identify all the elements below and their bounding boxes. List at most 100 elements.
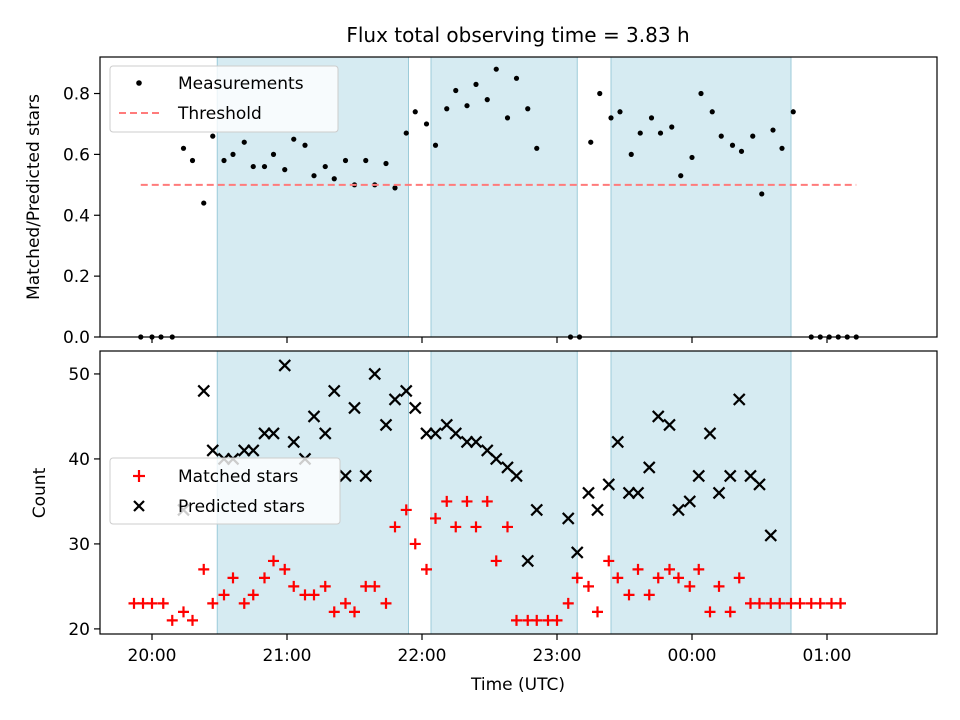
measurements-point: [729, 142, 736, 148]
measurements-point: [453, 87, 459, 94]
measurements-point: [770, 127, 776, 133]
matched-stars-point: [308, 589, 320, 601]
predicted-stars-point: [469, 435, 483, 449]
matched-stars-point: [502, 521, 513, 533]
measurements-point: [464, 103, 470, 109]
predicted-stars-point: [692, 469, 706, 483]
matched-stars-point: [835, 597, 846, 609]
x-tick-label: 20:00: [128, 646, 177, 666]
predicted-stars-point: [723, 469, 737, 483]
predicted-stars-point: [642, 461, 656, 474]
matched-stars-point: [268, 555, 279, 567]
matched-stars-point: [178, 606, 189, 618]
predicted-stars-point: [570, 546, 584, 559]
matched-stars-point: [643, 589, 655, 601]
count-series: [128, 359, 846, 626]
predicted-stars-point: [489, 452, 503, 466]
matched-stars-point: [461, 495, 473, 507]
measurements-point: [504, 115, 511, 121]
measurements-point: [669, 124, 675, 130]
predicted-stars-point: [420, 427, 433, 440]
measurements-point: [403, 130, 409, 136]
measurements-point: [484, 97, 490, 103]
matched-stars-point: [157, 597, 169, 609]
measurements-point: [261, 163, 268, 170]
predicted-stars-point: [388, 393, 402, 406]
matched-stars-point: [623, 589, 635, 601]
y-tick-label: 0.8: [63, 85, 90, 105]
measurements-point: [698, 90, 704, 97]
x-tick-label: 21:00: [263, 646, 312, 666]
matched-stars-point: [733, 572, 745, 584]
matched-stars-point: [754, 597, 765, 609]
predicted-stars-point: [359, 469, 373, 483]
predicted-stars-point: [622, 486, 636, 500]
predicted-stars-point: [307, 410, 321, 423]
predicted-stars-point: [318, 427, 332, 440]
matched-stars-point: [238, 597, 250, 609]
measurements-point: [678, 173, 684, 179]
matched-stars-point: [187, 614, 198, 626]
legend-label-matched: Matched stars: [178, 467, 298, 487]
measurements-point: [412, 109, 418, 115]
predicted-stars-point: [703, 427, 717, 440]
matched-stars-point: [571, 572, 583, 584]
matched-stars-point: [227, 572, 239, 584]
predicted-stars-point: [732, 393, 746, 406]
x-tick-label: 22:00: [398, 646, 447, 666]
matched-stars-point: [288, 580, 300, 592]
y-tick-label: 0.4: [63, 206, 90, 226]
predicted-stars-point: [561, 512, 575, 525]
measurements-point: [432, 142, 439, 148]
measurements-point: [322, 163, 328, 170]
matched-stars-point: [421, 563, 432, 575]
y-tick-label: 40: [68, 450, 90, 470]
matched-stars-point: [704, 606, 716, 618]
matched-stars-point: [592, 606, 603, 618]
y-tick-label: 20: [68, 620, 90, 640]
matched-stars-point: [328, 606, 340, 618]
predicted-stars-point: [672, 503, 685, 517]
predicted-stars-point: [611, 435, 625, 449]
y-tick-label: 0.0: [63, 328, 90, 348]
measurements-point: [291, 136, 297, 142]
measurements-point: [738, 148, 745, 154]
measurements-point: [282, 167, 288, 173]
matched-stars-point: [319, 580, 331, 592]
x-axis-label: Time (UTC): [470, 675, 565, 695]
measurements-point: [444, 106, 450, 112]
matched-stars-point: [198, 563, 210, 575]
matched-stars-point: [218, 589, 230, 601]
measurements-point: [311, 173, 317, 179]
measurements-point: [597, 90, 603, 97]
measurements-point: [392, 185, 398, 191]
measurements-point: [493, 66, 499, 72]
predicted-stars-point: [206, 444, 220, 457]
matched-stars-point: [369, 580, 381, 592]
ratio-panel: 0.00.20.40.60.8 Matched/Predicted stars …: [24, 56, 938, 348]
predicted-stars-point: [460, 435, 474, 449]
measurements-point: [628, 151, 634, 157]
predicted-stars-point: [429, 427, 442, 440]
measurements-point: [588, 139, 594, 145]
predicted-stars-point: [521, 554, 535, 568]
observing-window-2: [430, 56, 578, 338]
measurements-point: [689, 154, 695, 161]
matched-stars-point: [724, 606, 736, 618]
legend-label-threshold: Threshold: [177, 104, 262, 124]
predicted-stars-point: [287, 435, 301, 449]
measurements-point: [363, 157, 369, 164]
matched-stars-point: [430, 512, 441, 524]
measurements-point: [230, 151, 236, 157]
y-tick-label: 50: [68, 365, 90, 385]
y-tick-label: 0.2: [63, 267, 90, 287]
x-tick-label: 01:00: [803, 646, 852, 666]
measurements-point: [189, 157, 196, 164]
legend-marker-predicted: [133, 500, 145, 512]
matched-stars-point: [481, 495, 493, 507]
matched-stars-point: [551, 614, 563, 626]
chart-title: Flux total observing time = 3.83 h: [346, 23, 689, 47]
matched-stars-point: [583, 580, 594, 592]
matched-stars-point: [794, 597, 806, 609]
observing-window-2: [430, 350, 578, 635]
